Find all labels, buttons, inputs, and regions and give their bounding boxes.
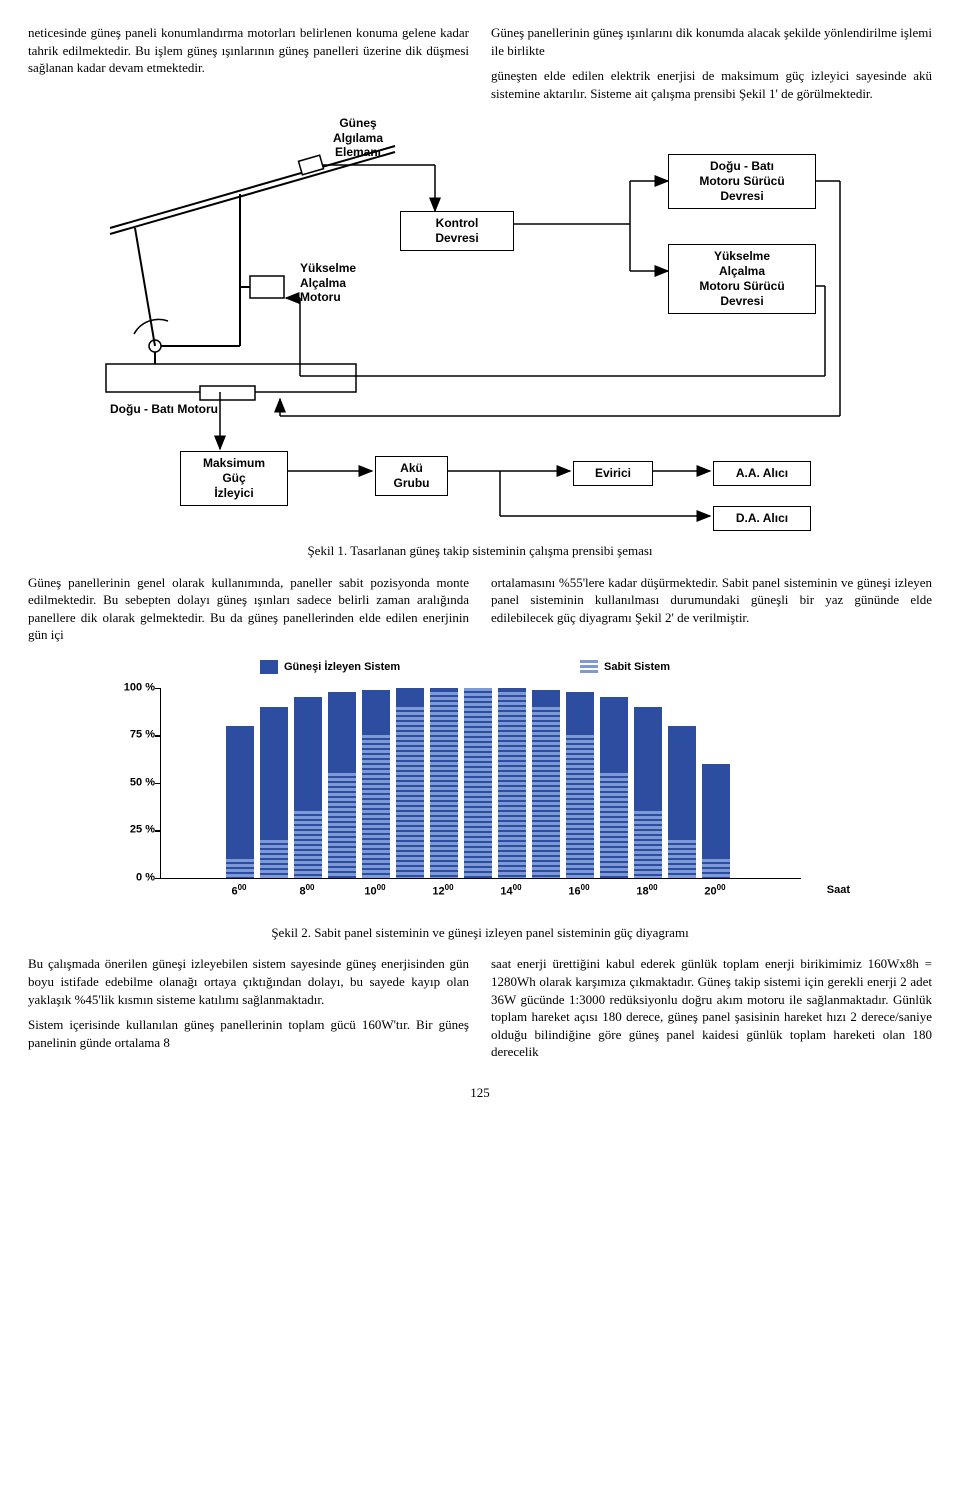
y-tick-mark xyxy=(155,783,160,785)
bar-fixed xyxy=(362,735,390,878)
x-tick-label: 2000 xyxy=(704,883,725,900)
bar-fixed xyxy=(260,840,288,878)
box-maksimum-guc: MaksimumGüçİzleyici xyxy=(180,451,288,506)
box-kontrol-devresi: KontrolDevresi xyxy=(400,211,514,251)
bar-fixed xyxy=(430,692,458,878)
bar-fixed xyxy=(702,859,730,878)
bar-fixed xyxy=(668,840,696,878)
box-dogu-bati-surucu: Doğu - BatıMotoru SürücüDevresi xyxy=(668,154,816,209)
x-tick-label: 1000 xyxy=(364,883,385,900)
y-tick-mark xyxy=(155,735,160,737)
bar-tracking xyxy=(226,726,254,878)
box-da-alici: D.A. Alıcı xyxy=(713,506,811,531)
box-yukselme-surucu: YükselmeAlçalmaMotoru SürücüDevresi xyxy=(668,244,816,314)
label-dogu-bati-motoru: Doğu - Batı Motoru xyxy=(110,402,218,416)
y-tick-label: 25 % xyxy=(100,823,155,838)
bar-fixed xyxy=(328,773,356,878)
y-tick-label: 50 % xyxy=(100,776,155,791)
bar-fixed xyxy=(294,811,322,878)
paragraph: Güneş panellerinin güneş ışınlarını dik … xyxy=(491,24,932,59)
x-tick-label: 1200 xyxy=(432,883,453,900)
legend-label: Güneşi İzleyen Sistem xyxy=(284,660,400,675)
y-tick-label: 100 % xyxy=(100,681,155,696)
bar-fixed xyxy=(532,707,560,878)
box-aa-alici: A.A. Alıcı xyxy=(713,461,811,486)
paragraph: saat enerji ürettiğini kabul ederek günl… xyxy=(491,955,932,1060)
legend-label: Sabit Sistem xyxy=(604,660,670,675)
x-tick-label: 600 xyxy=(231,883,246,900)
label-gunes-algilama: GüneşAlgılamaElemanı xyxy=(318,116,398,159)
bottom-columns: Bu çalışmada önerilen güneşi izleyebilen… xyxy=(28,955,932,1064)
caption-figure-2: Şekil 2. Sabit panel sisteminin ve güneş… xyxy=(28,924,932,942)
bar-fixed xyxy=(634,811,662,878)
chart-plot-area xyxy=(160,688,801,879)
middle-columns: Güneş panellerinin genel olarak kullanım… xyxy=(28,574,932,644)
legend-swatch-tracking xyxy=(260,660,278,674)
caption-figure-1: Şekil 1. Tasarlanan güneş takip sistemin… xyxy=(28,542,932,560)
diagram-1: GüneşAlgılamaElemanı YükselmeAlçalmaMoto… xyxy=(100,116,860,536)
x-axis-label: Saat xyxy=(827,883,850,898)
y-tick-mark xyxy=(155,688,160,690)
y-tick-label: 75 % xyxy=(100,728,155,743)
label-yukselme-motoru: YükselmeAlçalmaMotoru xyxy=(300,261,390,304)
page-number: 125 xyxy=(28,1084,932,1102)
x-tick-label: 1400 xyxy=(500,883,521,900)
x-tick-label: 1600 xyxy=(568,883,589,900)
paragraph: neticesinde güneş paneli konumlandırma m… xyxy=(28,24,469,77)
bar-fixed xyxy=(464,688,492,878)
figure-2: Güneşi İzleyen Sistem Sabit Sistem Saat … xyxy=(28,658,932,918)
y-tick-label: 0 % xyxy=(100,871,155,886)
bar-fixed xyxy=(396,707,424,878)
bar-fixed xyxy=(600,773,628,878)
y-tick-mark xyxy=(155,830,160,832)
paragraph: Bu çalışmada önerilen güneşi izleyebilen… xyxy=(28,955,469,1008)
legend-swatch-fixed xyxy=(580,660,598,674)
bar-fixed xyxy=(498,692,526,878)
paragraph: ortalamasını %55'lere kadar düşürmektedi… xyxy=(491,574,932,627)
intro-columns: neticesinde güneş paneli konumlandırma m… xyxy=(28,24,932,102)
chart-2: Güneşi İzleyen Sistem Sabit Sistem Saat … xyxy=(100,658,860,918)
paragraph: Güneş panellerinin genel olarak kullanım… xyxy=(28,574,469,644)
box-evirici: Evirici xyxy=(573,461,653,486)
legend-tracking: Güneşi İzleyen Sistem xyxy=(260,660,400,675)
bar-fixed xyxy=(226,859,254,878)
legend-fixed: Sabit Sistem xyxy=(580,660,670,675)
figure-1: GüneşAlgılamaElemanı YükselmeAlçalmaMoto… xyxy=(28,116,932,536)
x-tick-label: 800 xyxy=(299,883,314,900)
paragraph: Sistem içerisinde kullanılan güneş panel… xyxy=(28,1016,469,1051)
paragraph: güneşten elde edilen elektrik enerjisi d… xyxy=(491,67,932,102)
x-tick-label: 1800 xyxy=(636,883,657,900)
y-tick-mark xyxy=(155,878,160,880)
bar-fixed xyxy=(566,735,594,878)
box-aku-grubu: AküGrubu xyxy=(375,456,448,496)
